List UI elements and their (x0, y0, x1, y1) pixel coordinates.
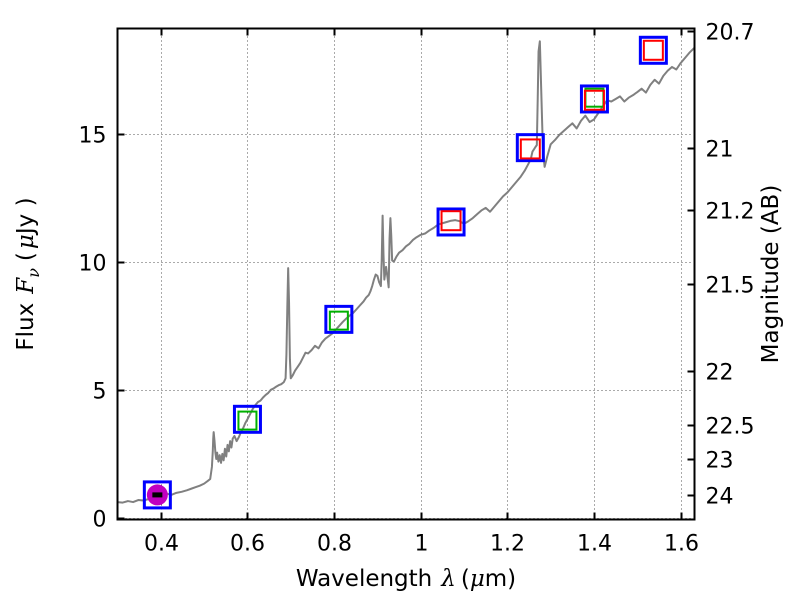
photometry-markers[interactable] (142, 35, 668, 510)
x-axis-label: Wavelength λ (μm) (296, 566, 516, 592)
observed-photometry-marker[interactable] (232, 404, 262, 434)
y-tick-label-left: 15 (79, 124, 107, 149)
axis-tick-labels: 0.4 0.6 0.8 1 1.2 1.4 1.6 0 5 10 15 20.7 21 21.2 21.5 2… (79, 21, 755, 557)
y-tick-label-right: 21.5 (706, 274, 755, 299)
observed-photometry-marker[interactable] (142, 480, 172, 510)
x-tick-label: 1.4 (577, 532, 612, 557)
model-photometry-marker-green[interactable] (328, 310, 349, 331)
x-tick-label: 1.6 (664, 532, 699, 557)
observed-photometry-marker[interactable] (638, 35, 668, 65)
x-tick-label: 1 (415, 532, 429, 557)
x-tick-label: 0.6 (230, 532, 265, 557)
model-photometry-marker-red[interactable] (583, 89, 605, 111)
model-photometry-marker-red[interactable] (440, 210, 462, 232)
y-tick-label-right: 23 (706, 449, 734, 474)
error-bar (152, 492, 163, 498)
y-tick-label-right: 24 (706, 485, 734, 510)
y-tick-label-left: 0 (93, 508, 107, 533)
model-photometry-marker-red[interactable] (519, 138, 541, 160)
x-tick-label: 0.4 (144, 532, 179, 557)
y-axis-left-label: FluxFν(μJy ) (13, 197, 43, 350)
spectrum-line (116, 40, 696, 504)
x-tick-label: 1.2 (490, 532, 525, 557)
observed-photometry-marker[interactable] (436, 207, 466, 237)
y-tick-label-right: 21 (706, 138, 734, 163)
model-photometry-marker-green[interactable] (237, 410, 258, 431)
axis-ticks (117, 28, 695, 520)
y-tick-label-right: 20.7 (706, 21, 755, 46)
y-tick-label-left: 5 (93, 380, 107, 405)
axes-frame (116, 27, 696, 521)
y-tick-label-right: 21.2 (706, 200, 755, 225)
y-tick-label-left: 10 (79, 252, 107, 277)
y-tick-label-right: 22.5 (706, 415, 755, 440)
y-tick-label-right: 22 (706, 361, 734, 386)
observed-photometry-marker[interactable] (324, 304, 354, 334)
x-tick-label: 0.8 (317, 532, 352, 557)
observed-photometry-marker[interactable] (579, 84, 609, 114)
model-photometry-marker-red[interactable] (642, 39, 664, 61)
observed-photometry-marker[interactable] (515, 133, 545, 163)
spectrum-curve (116, 40, 696, 504)
y-axis-right-label: Magnitude (AB) (758, 185, 784, 364)
